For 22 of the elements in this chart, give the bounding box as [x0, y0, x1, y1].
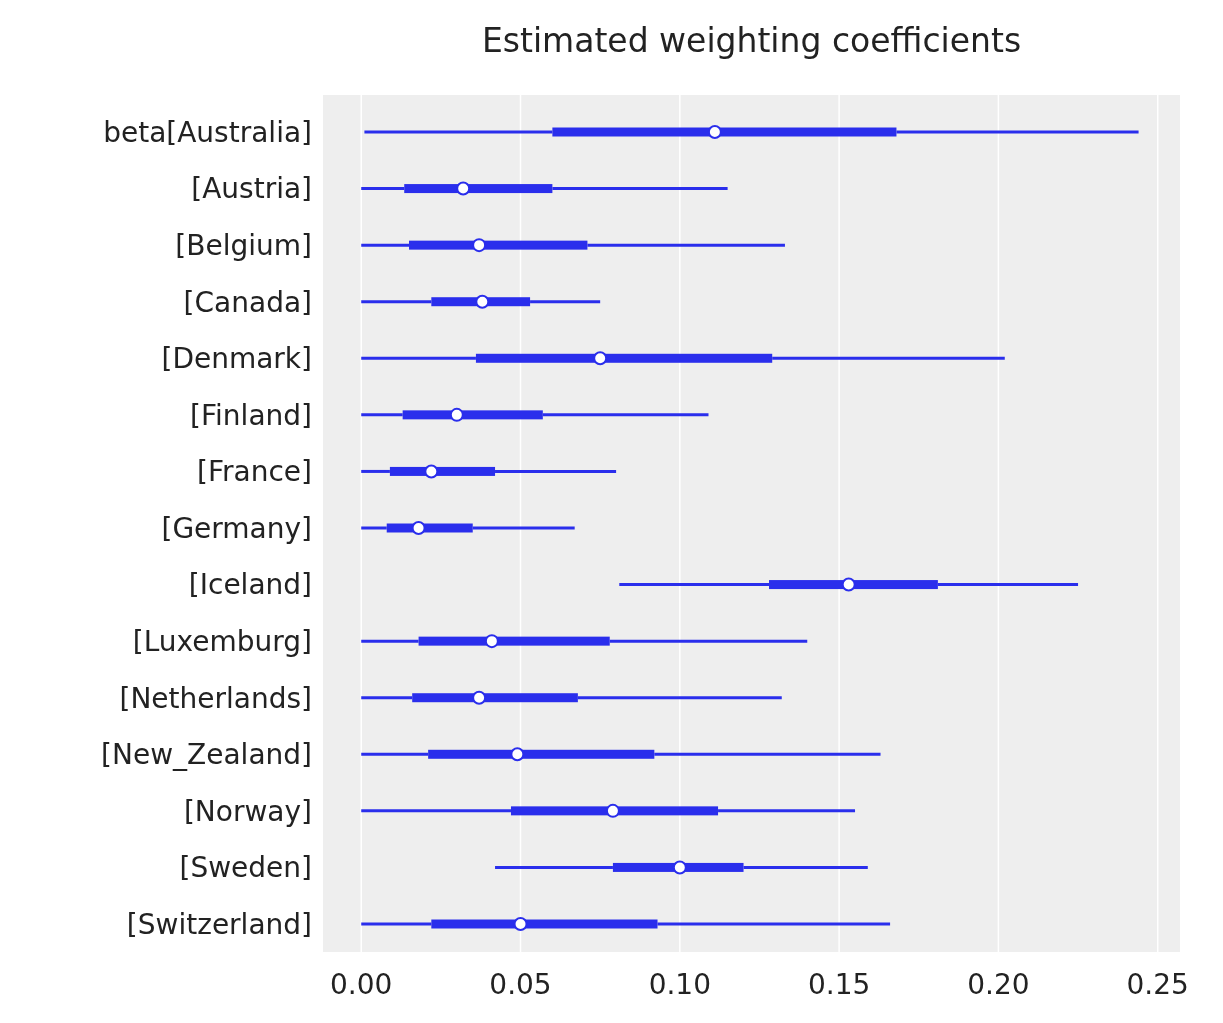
y-tick-label: [Netherlands] — [119, 681, 312, 715]
x-tick-label: 0.00 — [330, 968, 393, 1001]
y-tick-label: [Norway] — [183, 794, 312, 828]
chart-title: Estimated weighting coefficients — [481, 21, 1022, 60]
x-tick-label: 0.05 — [489, 968, 552, 1001]
y-tick-label: [Sweden] — [179, 851, 312, 885]
y-tick-label: [Luxemburg] — [132, 624, 312, 658]
x-tick-label: 0.25 — [1126, 968, 1189, 1001]
y-tick-label: [New_Zealand] — [101, 738, 312, 772]
y-tick-label: [Denmark] — [161, 342, 312, 376]
y-tick-label: [Belgium] — [175, 228, 312, 262]
x-tick-label: 0.10 — [648, 968, 711, 1001]
y-tick-label: [Iceland] — [188, 568, 312, 602]
y-tick-label: [Switzerland] — [126, 907, 312, 941]
y-tick-label: [Austria] — [191, 172, 312, 206]
x-tick-label: 0.15 — [807, 968, 871, 1001]
x-tick-label: 0.20 — [967, 968, 1030, 1001]
y-tick-label: beta[Australia] — [103, 115, 312, 149]
y-tick-label: [France] — [197, 455, 312, 489]
y-tick-label: [Canada] — [183, 285, 312, 319]
y-tick-label: [Germany] — [161, 511, 312, 545]
y-tick-label: [Finland] — [190, 398, 312, 432]
